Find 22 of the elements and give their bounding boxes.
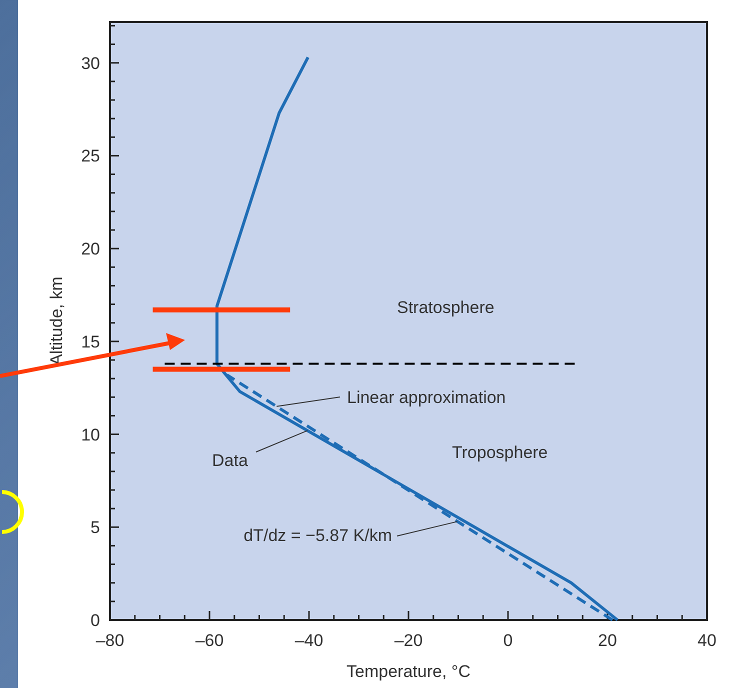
- y-tick-label: 25: [81, 146, 100, 166]
- y-tick-label: 5: [90, 518, 100, 538]
- line-series: [215, 56, 619, 622]
- y-tick-label: 20: [81, 240, 100, 259]
- x-tick-label: –20: [394, 631, 423, 650]
- x-tick-label: –80: [96, 631, 124, 650]
- y-tick-label: 10: [81, 425, 100, 444]
- annotation: Stratosphere: [397, 298, 494, 317]
- annotation: Troposphere: [452, 443, 548, 462]
- x-tick-label: –60: [195, 631, 224, 650]
- x-axis-title: Temperature, °C: [346, 662, 470, 681]
- y-tick-label: 30: [81, 54, 100, 73]
- y-tick-label: 15: [81, 332, 100, 352]
- y-axis-title: Altitude, km: [47, 276, 66, 366]
- annotation: Data: [212, 451, 248, 470]
- x-tick-label: 0: [503, 631, 513, 650]
- annotation: dT/dz = −5.87 K/km: [244, 526, 392, 545]
- x-tick-label: –40: [294, 631, 324, 650]
- x-tick-label: 20: [598, 631, 617, 650]
- annotation: Linear approximation: [347, 388, 506, 407]
- y-tick-label: 0: [90, 611, 100, 630]
- x-tick-label: 40: [698, 631, 716, 650]
